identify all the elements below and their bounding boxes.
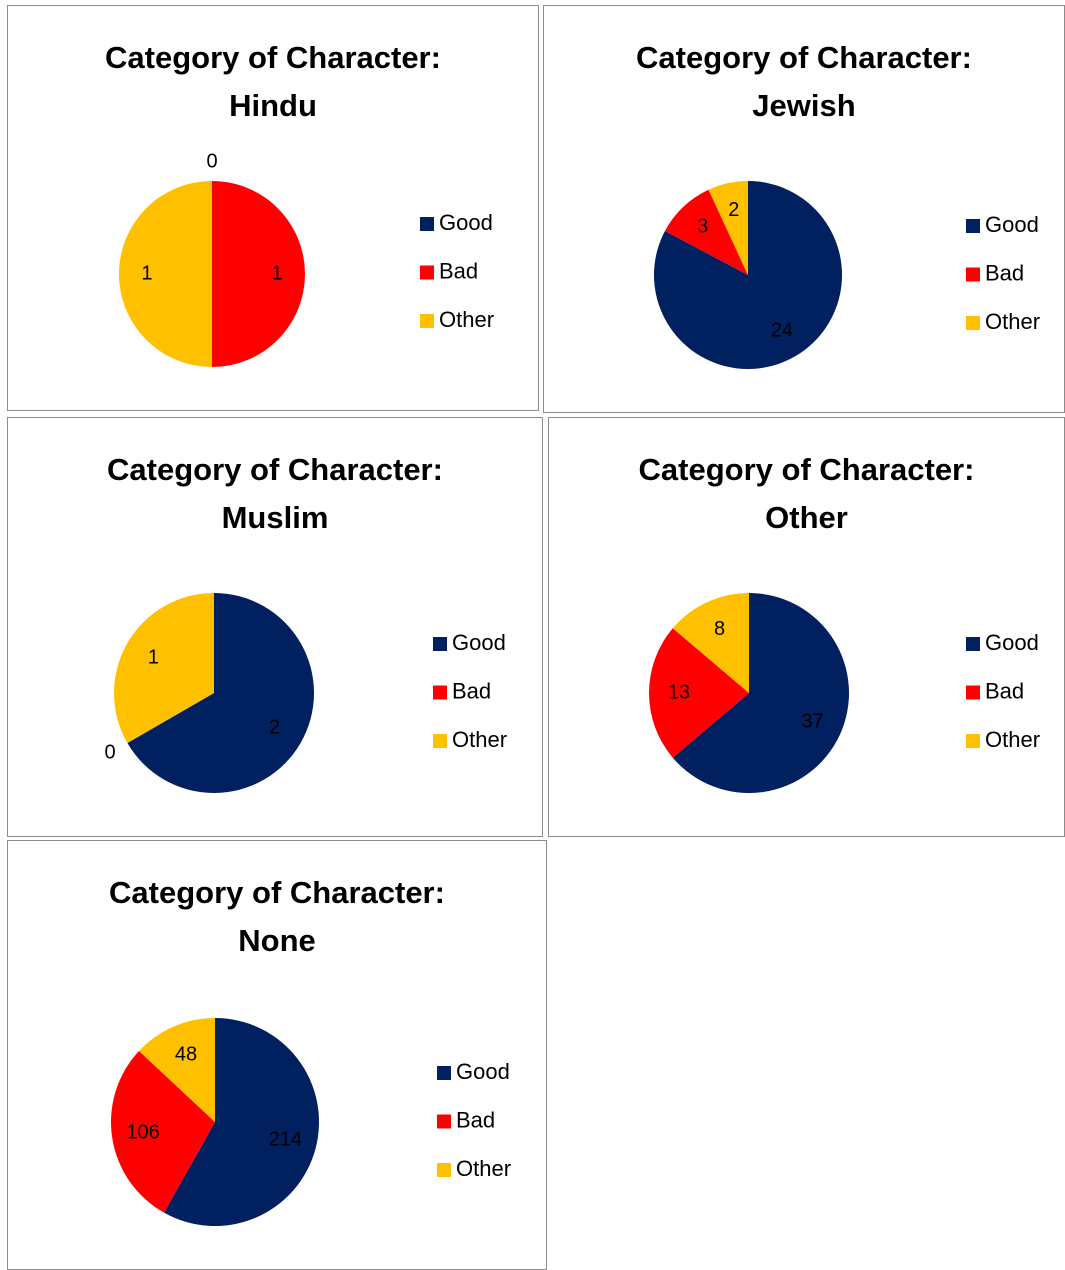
legend-label: Bad — [456, 1107, 495, 1132]
legend-swatch — [966, 267, 980, 282]
legend-swatch — [437, 1114, 451, 1129]
chart-panel: 24 3 2 Good Bad Other Category of Character: J… — [543, 5, 1065, 413]
data-label: 1 — [272, 262, 283, 284]
pie-chart: 214 106 48 Good Bad Other — [110, 1018, 511, 1226]
pie-chart: 24 32 Good Bad Other — [654, 181, 1040, 369]
pie-slice — [672, 593, 749, 693]
chart-title: Category of Character: Other — [638, 452, 975, 535]
pie-slice — [138, 1018, 215, 1122]
legend-swatch — [420, 265, 434, 280]
legend-swatch — [966, 685, 980, 700]
chart-panel: 37 13 8 Good Bad Other Category of Character: … — [548, 417, 1065, 837]
legend-swatch — [437, 1163, 451, 1177]
legend-label: Good — [439, 210, 493, 235]
legend-label: Bad — [985, 260, 1024, 285]
legend-label: Other — [439, 307, 494, 332]
legend-label: Good — [456, 1059, 510, 1084]
chart-title: Category of Character: None — [109, 875, 445, 958]
data-label: 48 — [175, 1044, 197, 1066]
legend-swatch — [966, 316, 980, 330]
chart-title: Category of Character: Muslim — [107, 452, 443, 535]
data-label: 37 — [801, 711, 823, 733]
pie-chart: 0 1 1 Good Bad Other — [119, 151, 494, 367]
legend-label: Other — [456, 1156, 511, 1181]
data-label: 13 — [668, 681, 690, 703]
pie-slice — [119, 181, 212, 367]
data-label: 3 — [697, 216, 708, 238]
legend-label: Other — [452, 727, 507, 752]
legend-label: Good — [985, 630, 1039, 655]
data-label: 0 — [105, 741, 116, 763]
pie-slice — [649, 628, 749, 758]
legend-swatch — [433, 637, 447, 651]
legend-swatch — [420, 314, 434, 328]
legend-label: Other — [985, 309, 1040, 334]
data-label: 1 — [148, 646, 159, 668]
pie-slice — [114, 593, 214, 743]
data-label: 24 — [771, 320, 793, 342]
legend-swatch — [966, 734, 980, 748]
pie-slice — [110, 1051, 215, 1213]
legend-label: Good — [452, 630, 506, 655]
chart-panel: 2 0 1 Good Bad Other Category of Character: Mu… — [7, 417, 543, 837]
pie-slice — [164, 1018, 320, 1226]
pie-chart: 37 13 8 Good Bad Other — [649, 593, 1040, 793]
pie-chart: 2 0 1 Good Bad Other — [105, 593, 507, 793]
legend-swatch — [433, 734, 447, 748]
legend-swatch — [420, 217, 434, 231]
data-label: 214 — [269, 1129, 302, 1151]
legend-label: Good — [985, 212, 1039, 237]
data-label: 2 — [269, 716, 280, 738]
legend-swatch — [966, 637, 980, 651]
legend-label: Other — [985, 727, 1040, 752]
chart-title: Category of Character: Jewish — [636, 40, 972, 123]
pie-slice — [212, 181, 305, 367]
pie-slice — [664, 189, 748, 275]
pie-slice — [127, 593, 314, 793]
legend-swatch — [966, 219, 980, 233]
data-label: 2 — [728, 199, 739, 221]
legend-swatch — [437, 1066, 451, 1080]
data-label: 0 — [206, 151, 217, 173]
pie-slice — [708, 181, 748, 275]
chart-panel: 214 106 48 Good Bad Other Category of Characte… — [7, 840, 547, 1270]
legend-label: Bad — [439, 258, 478, 283]
chart-panel: 0 1 1 Good Bad Other Category of Character: Hi… — [7, 5, 539, 411]
data-label: 106 — [126, 1121, 159, 1143]
legend-label: Bad — [452, 678, 491, 703]
legend-label: Bad — [985, 678, 1024, 703]
pie-slice — [672, 593, 849, 793]
data-label: 8 — [714, 618, 725, 640]
legend-swatch — [433, 685, 447, 700]
data-label: 1 — [141, 262, 152, 284]
chart-title: Category of Character: Hindu — [105, 40, 441, 123]
